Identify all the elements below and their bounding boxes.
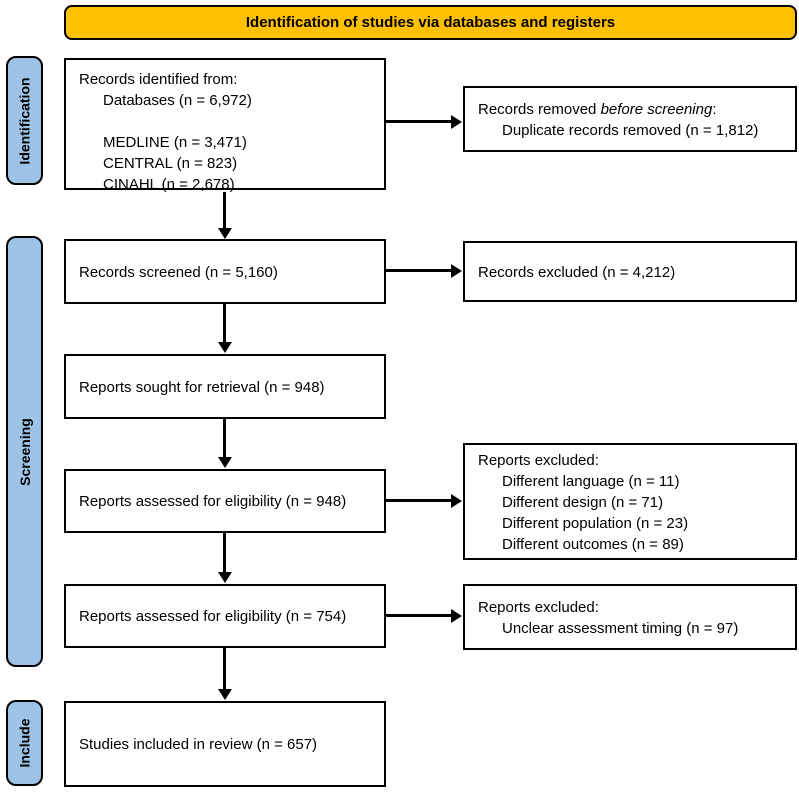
box-text-line: Records removed before screening: — [478, 99, 785, 120]
box-text-line: Unclear assessment timing (n = 97) — [502, 619, 739, 637]
arrow-right-screened-to-excluded — [386, 269, 452, 272]
box-text-line: Different population (n = 23) — [502, 514, 689, 532]
stage-include: Include — [6, 700, 43, 786]
box-reports-excluded-eligibility: Reports excluded: Different language (n … — [463, 443, 797, 560]
box-text-line: Records screened (n = 5,160) — [79, 263, 278, 281]
box-reports-assessed-eligibility-754: Reports assessed for eligibility (n = 75… — [64, 584, 386, 648]
arrow-right-assessed-to-excluded-timing — [386, 614, 452, 617]
box-text-segment: Records removed — [478, 100, 601, 118]
box-text-segment: : — [712, 100, 717, 118]
box-studies-included: Studies included in review (n = 657) — [64, 701, 386, 787]
box-reports-assessed-eligibility-948: Reports assessed for eligibility (n = 94… — [64, 469, 386, 533]
stage-identification-label: Identification — [16, 76, 33, 165]
box-text-line: Reports excluded: — [478, 598, 599, 616]
stage-screening: Screening — [6, 236, 43, 667]
box-text-line: MEDLINE (n = 3,471) — [103, 134, 247, 151]
box-text-line: Duplicate records removed (n = 1,812) — [502, 121, 759, 139]
box-text-line: Reports sought for retrieval (n = 948) — [79, 378, 325, 396]
box-reports-sought: Reports sought for retrieval (n = 948) — [64, 354, 386, 419]
box-records-screened: Records screened (n = 5,160) — [64, 239, 386, 304]
box-reports-excluded-timing: Reports excluded: Unclear assessment tim… — [463, 584, 797, 650]
arrow-down-assessed-to-assessed — [223, 533, 226, 573]
arrow-right-assessed-to-excluded — [386, 499, 452, 502]
box-records-excluded: Records excluded (n = 4,212) — [463, 241, 797, 302]
arrow-right-identified-to-removed — [386, 120, 452, 123]
arrow-down-identified-to-screened — [223, 192, 226, 229]
arrow-down-assessed-to-included — [223, 648, 226, 690]
box-text-line: Records identified from: — [79, 71, 238, 88]
box-text-line: Different design (n = 71) — [502, 493, 664, 511]
box-text-line: Different outcomes (n = 89) — [502, 535, 684, 553]
box-text-line: Studies included in review (n = 657) — [79, 736, 318, 753]
stage-identification: Identification — [6, 56, 43, 185]
box-text-segment-italic: before screening — [600, 100, 713, 118]
box-text-line: Databases (n = 6,972) — [103, 92, 252, 109]
box-text-line: Records excluded (n = 4,212) — [478, 263, 676, 281]
stage-include-label: Include — [16, 718, 33, 768]
box-text-line: Reports assessed for eligibility (n = 94… — [79, 493, 347, 510]
box-text-line — [79, 111, 374, 132]
banner-title: Identification of studies via databases … — [64, 5, 797, 40]
box-text-line: CENTRAL (n = 823) — [103, 155, 238, 172]
arrow-down-screened-to-sought — [223, 304, 226, 343]
box-text-line: Different language (n = 11) — [502, 472, 680, 490]
box-text-line: Reports excluded: — [478, 451, 599, 469]
arrow-down-sought-to-assessed — [223, 419, 226, 458]
box-records-removed-before-screening: Records removed before screening: Duplic… — [463, 86, 797, 152]
box-records-identified: Records identified from: Databases (n = … — [64, 58, 386, 193]
box-text-line: Reports assessed for eligibility (n = 75… — [79, 608, 347, 625]
box-text-line: CINAHL (n = 2,678) — [103, 176, 235, 193]
stage-screening-label: Screening — [16, 417, 33, 486]
